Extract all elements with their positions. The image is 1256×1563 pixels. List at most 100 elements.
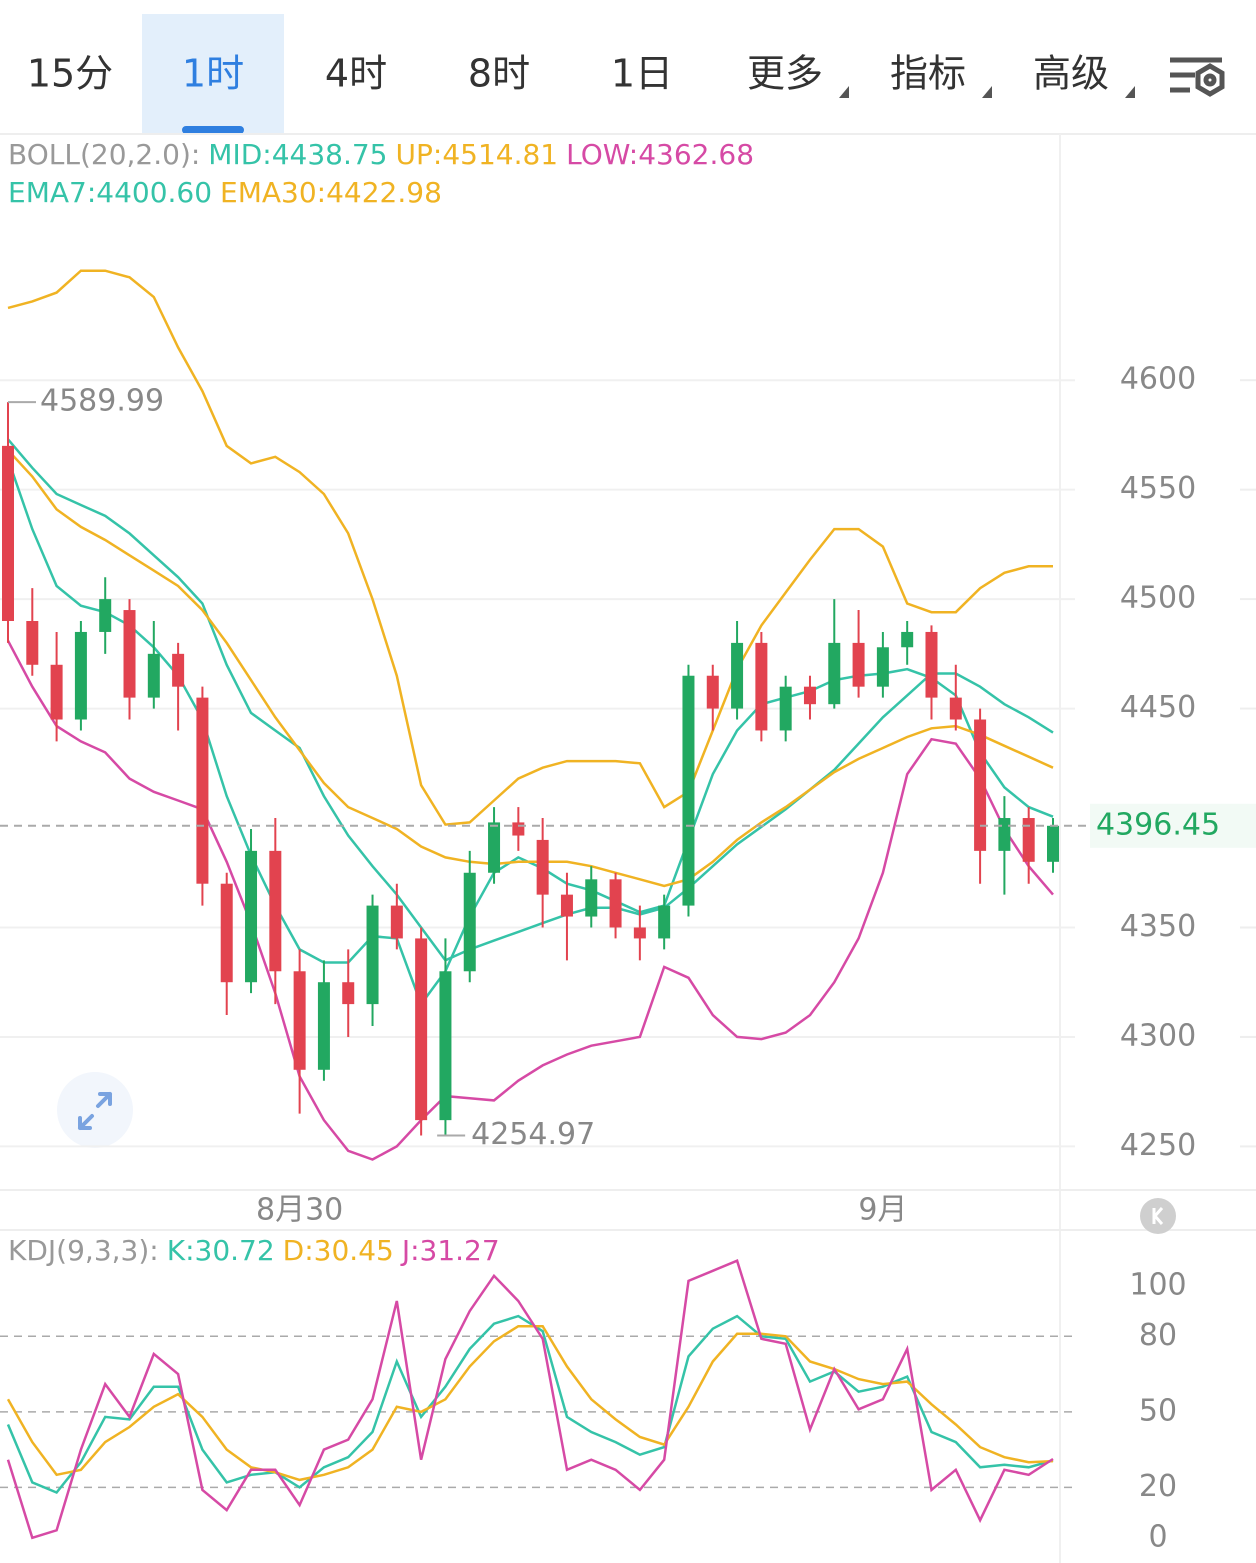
candle-body [269, 850, 282, 972]
candle-body [1047, 825, 1059, 862]
y-tick-label: 50 [1139, 1393, 1177, 1428]
candle-body [26, 621, 39, 665]
indicator-title: BOLL(20,2.0): [8, 138, 200, 171]
main-chart: 4250 4300 4350 4450 4500 4550 4600 8月30 9月 BOLL(2… [0, 138, 1256, 1228]
tab[interactable]: 4时 [325, 52, 387, 96]
candle-body [609, 879, 622, 928]
legend-item: LOW:4362.68 [566, 138, 754, 171]
expand-button[interactable] [57, 1072, 133, 1148]
y-tick-label: 4600 [1120, 362, 1196, 397]
x-tick-label: 9月 [858, 1193, 907, 1228]
y-tick-label: 0 [1148, 1519, 1167, 1554]
legend-item: MID:4438.75 [208, 138, 387, 171]
candle-body [220, 883, 233, 983]
indicator-legend: BOLL(20,2.0): MID:4438.75 UP:4514.81 LOW:43… [8, 138, 754, 171]
candle-body [876, 647, 889, 687]
indicator-line [6, 458, 1054, 1007]
scroll-back-button[interactable] [1140, 1198, 1176, 1234]
tab[interactable]: 1日 [611, 52, 673, 96]
y-tick-label: 4350 [1120, 909, 1196, 944]
settings-icon[interactable] [1170, 57, 1225, 97]
candle-body [99, 599, 112, 632]
y-tick-label: 4550 [1120, 471, 1196, 506]
current-price-label: 4396.45 [1096, 807, 1220, 842]
x-tick-label: 8月30 [256, 1193, 343, 1228]
legend-item: EMA7:4400.60 [8, 176, 212, 209]
legend-item: K:30.72 [167, 1234, 275, 1267]
y-tick-label: 100 [1129, 1267, 1186, 1302]
active-tab-underline [182, 126, 244, 134]
candle-body [2, 445, 14, 621]
tab[interactable]: 1时 [182, 52, 244, 96]
candle-body [706, 675, 719, 709]
candle-body [633, 927, 646, 939]
indicator-line [6, 1324, 1054, 1482]
low-marker-label: 4254.97 [471, 1117, 595, 1152]
candle-body [123, 610, 136, 698]
candle-body [366, 905, 379, 1005]
candle-body [317, 982, 330, 1070]
dropdown-marker [982, 86, 992, 98]
candle-body [560, 894, 573, 917]
y-tick-label: 4500 [1120, 581, 1196, 616]
legend-item: J:31.27 [400, 1234, 500, 1267]
legend-item: D:30.45 [283, 1234, 394, 1267]
tab[interactable]: 高级 [1033, 52, 1109, 96]
candle-body [949, 697, 962, 720]
current-price-bg [1090, 803, 1256, 848]
dropdown-marker [1125, 86, 1135, 98]
legend-item: UP:4514.81 [396, 138, 559, 171]
candle-body [731, 642, 744, 709]
tab[interactable]: 更多 [747, 52, 823, 96]
dropdown-marker [839, 86, 849, 98]
high-marker-label: 4589.99 [40, 384, 164, 419]
candle-body [682, 675, 695, 906]
candle-body [439, 971, 452, 1121]
candle-body [974, 719, 987, 851]
kdj-chart: 0 20 50 80 100 KDJ(9,3,3): K:30.72 D:30.45 J:31.… [0, 1234, 1187, 1554]
indicator-title: KDJ(9,3,3): [8, 1234, 159, 1267]
indicator-line [7, 269, 1053, 826]
candle-body [658, 905, 671, 939]
indicator-legend: KDJ(9,3,3): K:30.72 D:30.45 J:31.27 [8, 1234, 500, 1267]
candle-body [172, 653, 185, 687]
tab[interactable]: 15分 [27, 52, 113, 96]
y-tick-label: 4450 [1120, 690, 1196, 725]
candle-body [390, 905, 403, 939]
candle-body [755, 642, 768, 731]
candle-body [342, 982, 355, 1005]
candle-body [245, 850, 258, 983]
candle-body [536, 839, 549, 895]
candle-body [415, 938, 428, 1121]
tab[interactable]: 指标 [890, 52, 966, 96]
candle-body [779, 686, 792, 731]
candle-body [74, 631, 87, 720]
y-tick-label: 80 [1139, 1318, 1177, 1353]
candle-body [50, 664, 63, 720]
tab[interactable]: 8时 [468, 52, 530, 96]
indicator-line [6, 1314, 1054, 1495]
indicator-line [6, 1259, 1054, 1540]
indicator-line [7, 449, 1054, 888]
toolbar: 15分 1时 4时 8时 1日 更多 指标 高级 [27, 14, 1135, 134]
candle-body [196, 697, 209, 884]
candle-body [463, 872, 476, 972]
candle-body [803, 686, 816, 705]
candle-body [293, 971, 306, 1070]
candle-body [828, 642, 841, 705]
candle-body [147, 653, 160, 698]
candle-body [1022, 818, 1035, 862]
y-tick-label: 4300 [1120, 1018, 1196, 1053]
indicator-legend: EMA7:4400.60 EMA30:4422.98 [8, 176, 442, 209]
candle-body [512, 822, 525, 836]
candle-body [585, 879, 598, 917]
candle-body [852, 642, 865, 687]
y-tick-label: 20 [1139, 1469, 1177, 1504]
indicator-line [7, 438, 1054, 962]
candle-body [998, 818, 1011, 851]
y-tick-label: 4250 [1120, 1128, 1196, 1163]
candle-body [925, 631, 938, 698]
candle-body [488, 822, 501, 873]
